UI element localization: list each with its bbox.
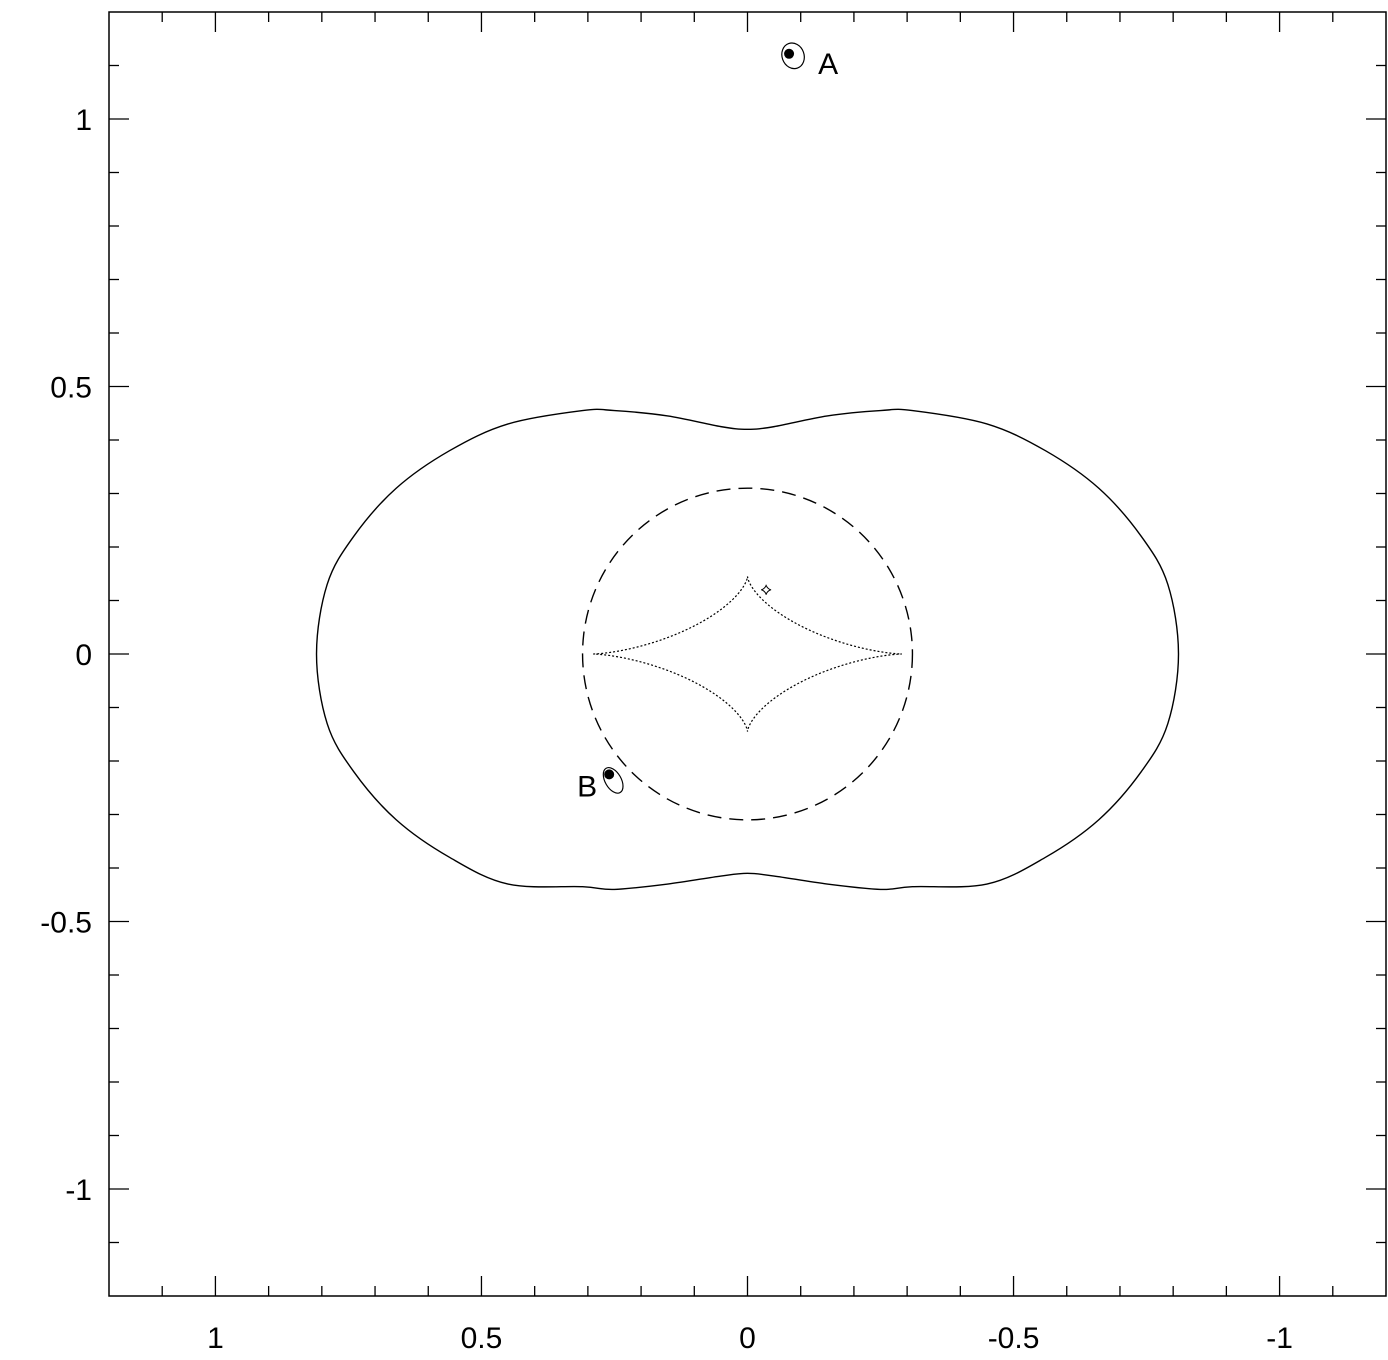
plot-frame bbox=[108, 11, 1387, 1297]
y-tick-label: -1 bbox=[65, 1174, 92, 1207]
source-astroid bbox=[761, 584, 772, 595]
image-contour bbox=[602, 767, 624, 794]
image-label: A bbox=[818, 48, 838, 81]
axis-tick-labels: 1 0.5 0 -0.5 -1 1 0.5 0 -0.5 -1 bbox=[40, 104, 1293, 1355]
x-tick-label: -0.5 bbox=[988, 1322, 1040, 1355]
y-tick-label: 0 bbox=[75, 639, 92, 672]
image-point bbox=[604, 769, 615, 780]
lensed-images: AB bbox=[577, 42, 838, 803]
image-contour bbox=[781, 42, 805, 70]
image-label: B bbox=[577, 770, 597, 803]
axis-ticks bbox=[109, 12, 1386, 1296]
critical-curve bbox=[315, 408, 1180, 891]
source-marker bbox=[761, 584, 772, 595]
x-tick-label: -1 bbox=[1266, 1322, 1293, 1355]
y-tick-label: 0.5 bbox=[50, 372, 92, 405]
image-point bbox=[784, 48, 795, 59]
y-tick-label: -0.5 bbox=[40, 907, 92, 940]
x-tick-label: 0 bbox=[739, 1322, 756, 1355]
x-tick-label: 1 bbox=[207, 1322, 224, 1355]
radial-critical-curve bbox=[581, 487, 914, 821]
y-tick-label: 1 bbox=[75, 104, 92, 137]
x-tick-label: 0.5 bbox=[461, 1322, 503, 1355]
astroid-caustic bbox=[593, 576, 902, 732]
